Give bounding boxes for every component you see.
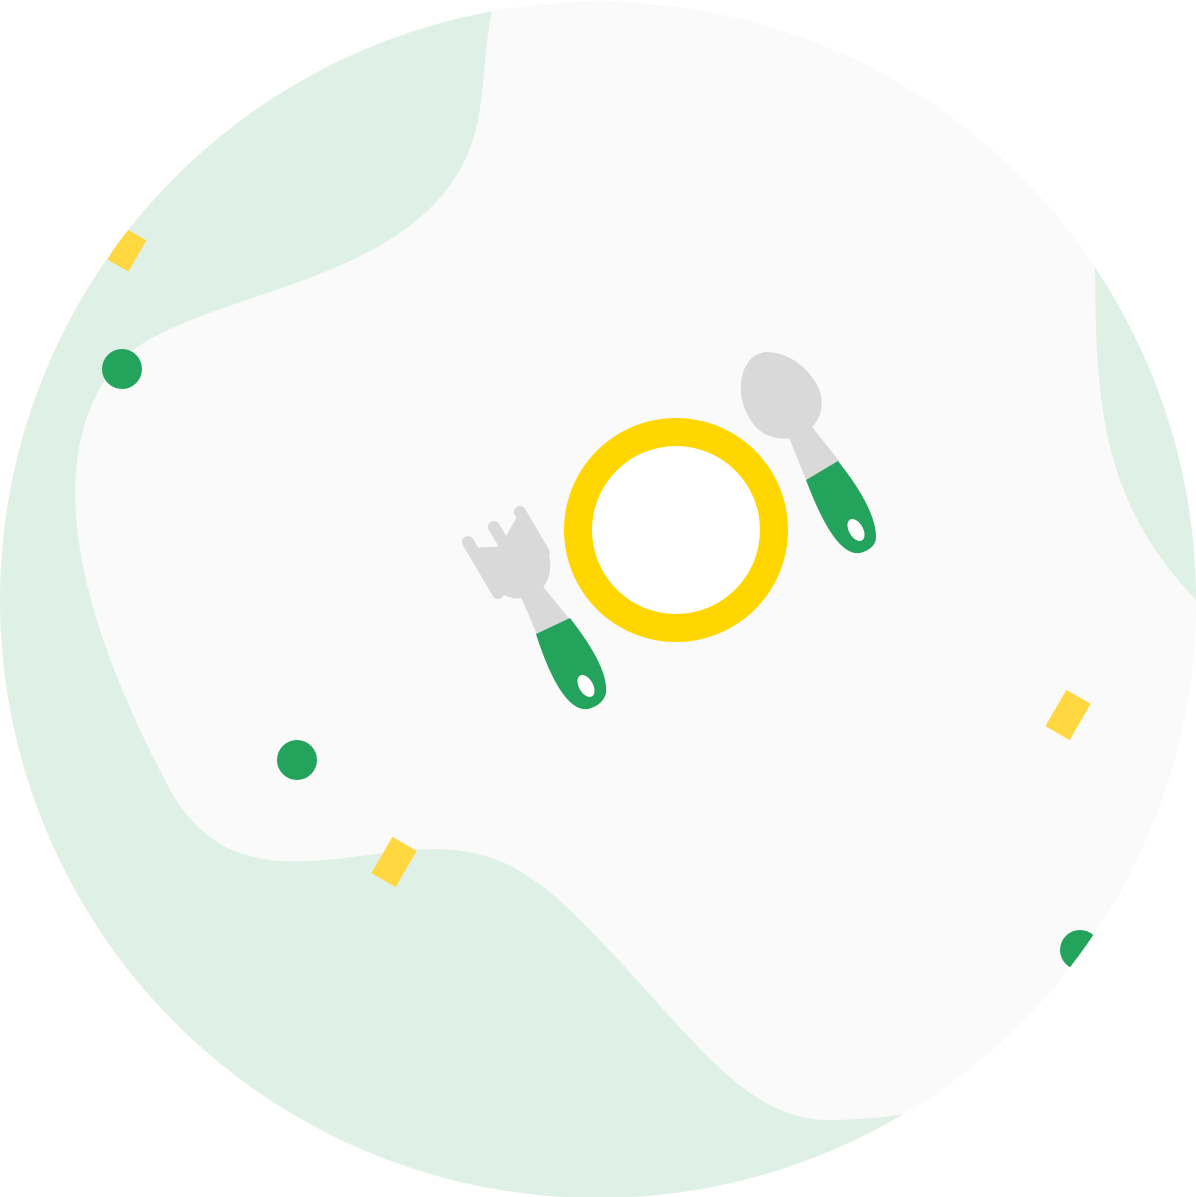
confetti-square: [1045, 689, 1091, 741]
plate-icon: [564, 418, 788, 642]
spoon-icon: [740, 352, 876, 554]
confetti-square: [371, 836, 417, 888]
fork-icon: [462, 506, 607, 710]
confetti-dot: [1060, 930, 1100, 970]
confetti-square: [107, 228, 147, 272]
confetti-dot: [277, 740, 317, 780]
confetti-dot: [102, 349, 142, 389]
